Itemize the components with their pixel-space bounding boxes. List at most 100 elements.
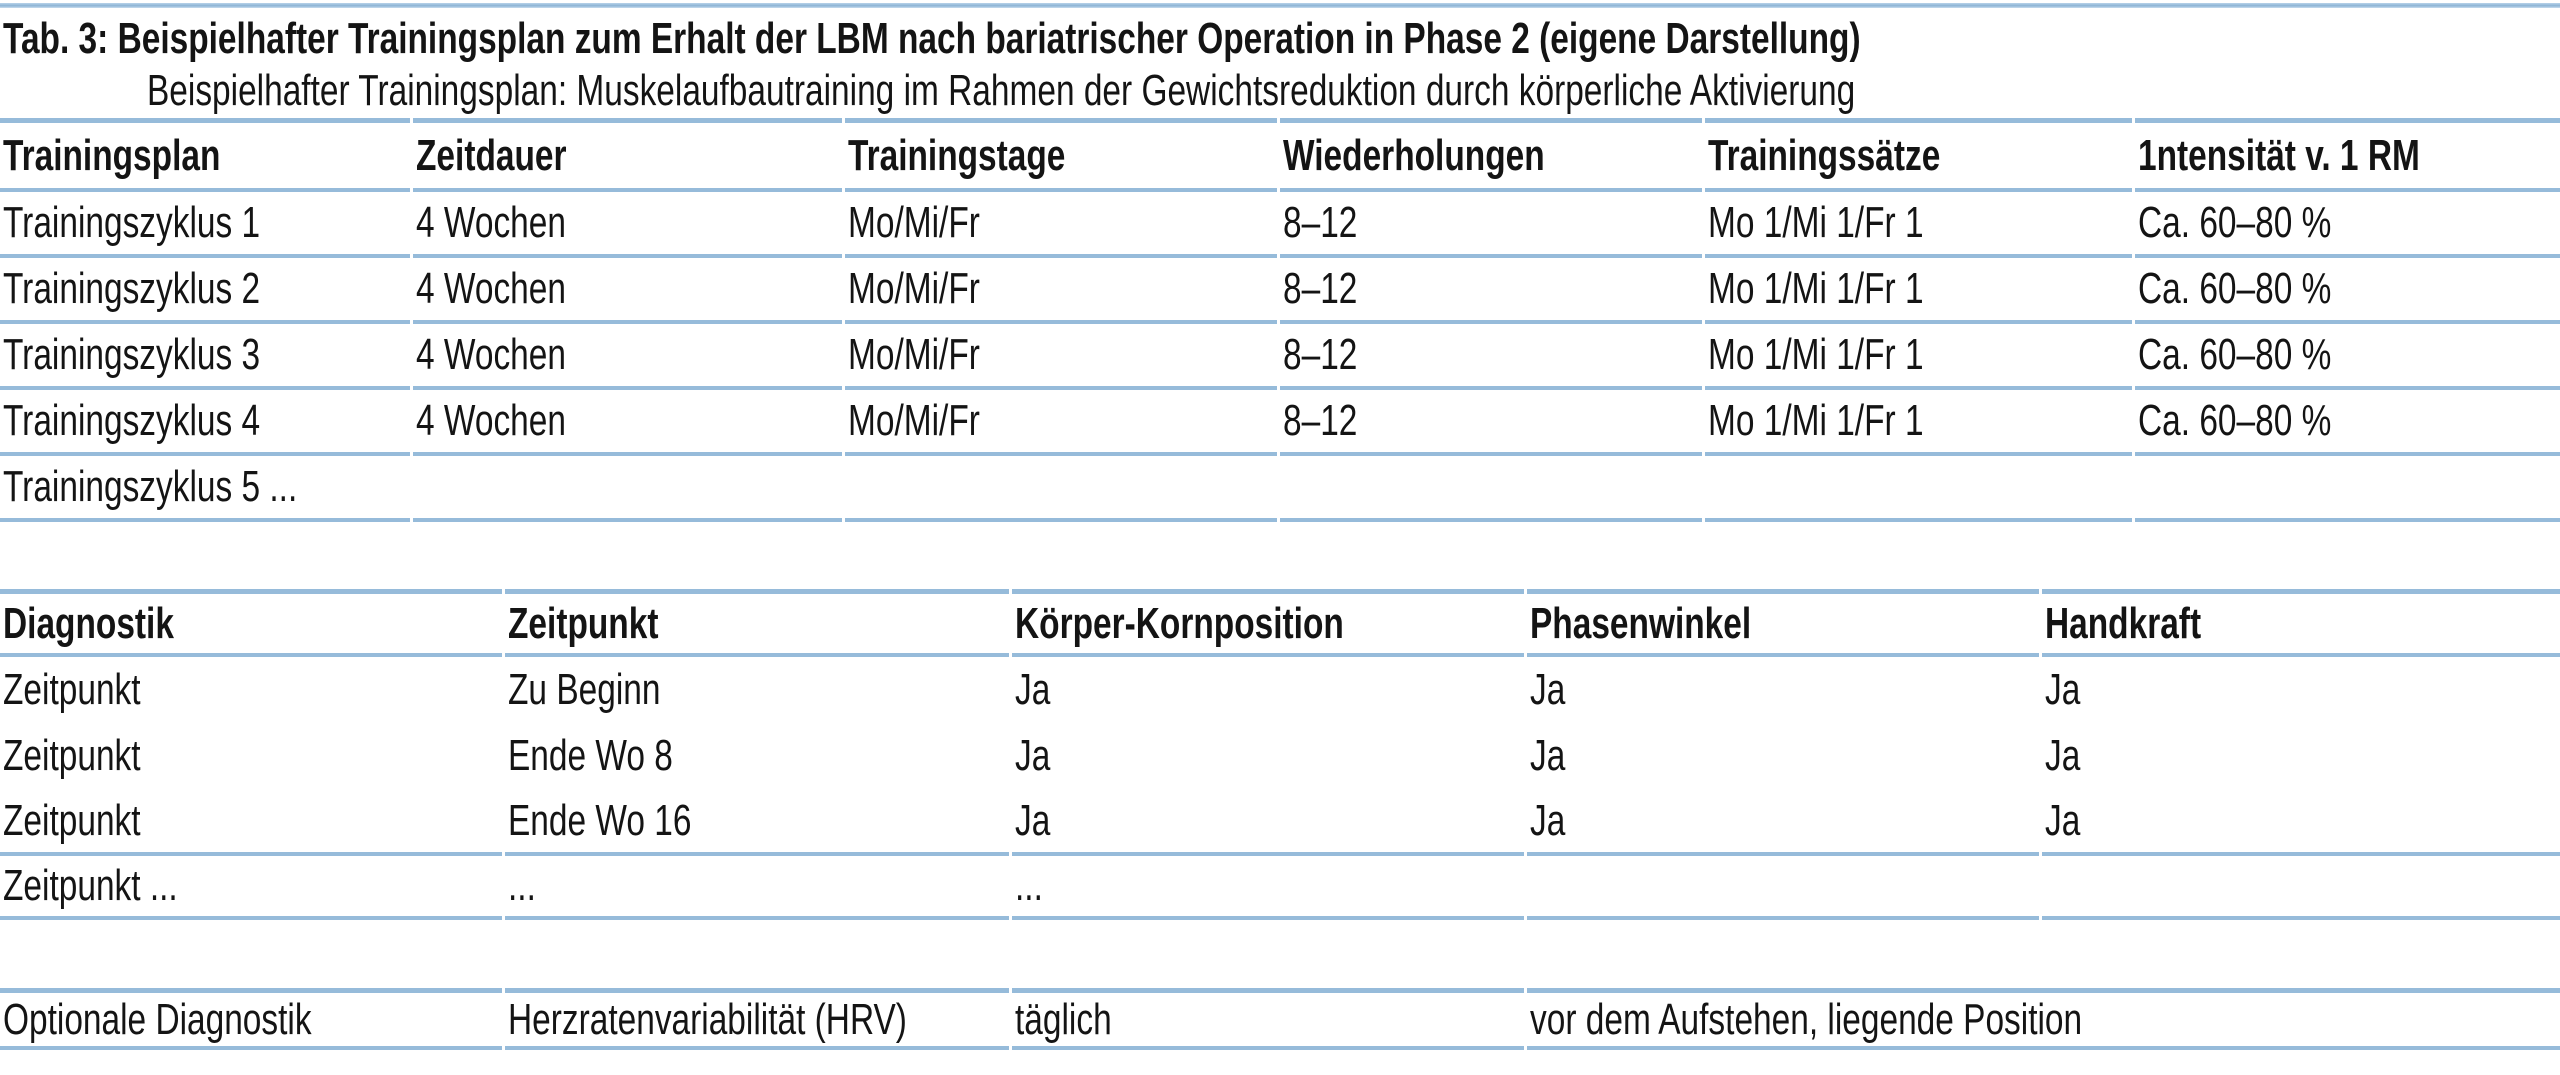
table-cell: Ca. 60–80 % xyxy=(2135,258,2560,324)
table-cell: Mo 1/Mi 1/Fr 1 xyxy=(1705,324,2132,390)
table-cell: Ja xyxy=(2042,723,2560,789)
top-rule xyxy=(0,3,2560,8)
table-cell: 4 Wochen xyxy=(413,192,842,258)
table-cell: 4 Wochen xyxy=(413,390,842,456)
table-cell: Zeitpunkt xyxy=(0,657,502,723)
table-cell: Ja xyxy=(1527,657,2039,723)
header-cell: Zeitpunkt xyxy=(505,589,1009,657)
table-row: Optionale Diagnostik Herzratenvariabilitä… xyxy=(0,988,2560,1050)
table-row: Zeitpunkt Zu Beginn Ja Ja Ja xyxy=(0,657,2560,723)
table-row: Trainingszyklus 3 4 Wochen Mo/Mi/Fr 8–12 Mo … xyxy=(0,324,2560,390)
diagnostik-table: Diagnostik Zeitpunkt Körper-Kornposition Ph… xyxy=(0,589,2560,920)
table-cell: ... xyxy=(1012,856,1524,920)
cell-text: ... xyxy=(1015,861,1043,910)
table-cell: Optionale Diagnostik xyxy=(0,988,502,1050)
cell-text: Trainingszyklus 1 xyxy=(3,198,261,247)
table-cell xyxy=(1280,456,1702,522)
table-cell: Ja xyxy=(1012,657,1524,723)
cell-text: Zeitpunkt xyxy=(3,731,141,780)
table-row: Trainingszyklus 2 4 Wochen Mo/Mi/Fr 8–12 Mo … xyxy=(0,258,2560,324)
table-cell: 8–12 xyxy=(1280,390,1702,456)
cell-text: Mo 1/Mi 1/Fr 1 xyxy=(1708,198,1924,247)
cell-text: Mo/Mi/Fr xyxy=(848,264,980,313)
table-cell: 4 Wochen xyxy=(413,324,842,390)
cell-text: ... xyxy=(508,861,536,910)
table-row: Trainingszyklus 5 ... xyxy=(0,456,2560,522)
cell-text: täglich xyxy=(1015,994,1112,1044)
cell-text: Zeitpunkt xyxy=(3,795,141,845)
cell-text: Ja xyxy=(1015,795,1051,845)
cell-text: Trainingstage xyxy=(848,130,1066,180)
table-cell: Ja xyxy=(1012,723,1524,789)
cell-text: Körper-Kornposition xyxy=(1015,598,1344,648)
table-row: Trainingszyklus 4 4 Wochen Mo/Mi/Fr 8–12 Mo … xyxy=(0,390,2560,456)
cell-text: 4 Wochen xyxy=(416,396,566,445)
cell-text: Mo/Mi/Fr xyxy=(848,330,980,379)
cell-text: Phasenwinkel xyxy=(1530,598,1752,648)
table-row: Trainingszyklus 1 4 Wochen Mo/Mi/Fr 8–12 Mo … xyxy=(0,192,2560,258)
table-cell xyxy=(1705,456,2132,522)
table-cell: 4 Wochen xyxy=(413,258,842,324)
header-cell: Diagnostik xyxy=(0,589,502,657)
cell-text: Mo 1/Mi 1/Fr 1 xyxy=(1708,330,1924,379)
cell-text: 8–12 xyxy=(1283,330,1358,379)
table-cell: Mo/Mi/Fr xyxy=(845,390,1277,456)
table-cell xyxy=(2042,856,2560,920)
cell-text: Ca. 60–80 % xyxy=(2138,264,2332,313)
training-plan-table: Trainingsplan Zeitdauer Trainingstage Wiede… xyxy=(0,118,2560,522)
table-cell: Mo 1/Mi 1/Fr 1 xyxy=(1705,192,2132,258)
table-cell: Trainingszyklus 5 ... xyxy=(0,456,410,522)
table-cell: Ja xyxy=(1012,789,1524,856)
cell-text: Ende Wo 8 xyxy=(508,731,673,780)
cell-text: Ja xyxy=(2045,731,2081,780)
cell-text: Wiederholungen xyxy=(1283,130,1545,180)
table-cell: Trainingszyklus 3 xyxy=(0,324,410,390)
table-header-row: Trainingsplan Zeitdauer Trainingstage Wiede… xyxy=(0,118,2560,192)
table-cell: Zeitpunkt ... xyxy=(0,856,502,920)
cell-text: Mo/Mi/Fr xyxy=(848,396,980,445)
cell-text: Ja xyxy=(2045,665,2081,714)
cell-text: Trainingszyklus 5 ... xyxy=(3,462,298,511)
table-cell: Zu Beginn xyxy=(505,657,1009,723)
table-cell: Ja xyxy=(1527,723,2039,789)
caption-subtitle-text: Beispielhafter Trainingsplan: Muskelaufb… xyxy=(147,66,1856,115)
cell-text: Zeitpunkt ... xyxy=(3,861,178,910)
cell-text: Mo 1/Mi 1/Fr 1 xyxy=(1708,396,1924,445)
table-cell: Ca. 60–80 % xyxy=(2135,324,2560,390)
table-cell: vor dem Aufstehen, liegende Position xyxy=(1527,988,2560,1050)
header-cell: Zeitdauer xyxy=(413,118,842,192)
table-row: Zeitpunkt ......... xyxy=(0,856,2560,920)
table-cell: täglich xyxy=(1012,988,1524,1050)
table-cell: Ja xyxy=(2042,789,2560,856)
cell-text: Trainingszyklus 4 xyxy=(3,396,261,445)
cell-text: Ja xyxy=(1530,665,1566,714)
header-cell: Trainingstage xyxy=(845,118,1277,192)
table-cell: Trainingszyklus 2 xyxy=(0,258,410,324)
table-cell: ... xyxy=(505,856,1009,920)
cell-text: Ca. 60–80 % xyxy=(2138,198,2332,247)
table-cell: Ja xyxy=(1527,789,2039,856)
caption-subtitle: Beispielhafter Trainingsplan: Muskelaufb… xyxy=(0,65,2560,117)
cell-text: Mo 1/Mi 1/Fr 1 xyxy=(1708,264,1924,313)
header-cell: Körper-Kornposition xyxy=(1012,589,1524,657)
table-caption: Tab. 3: Beispielhafter Trainingsplan zum… xyxy=(0,8,2560,118)
cell-text: Ca. 60–80 % xyxy=(2138,330,2332,379)
table-cell: Ca. 60–80 % xyxy=(2135,192,2560,258)
optional-diagnostik-table: Optionale Diagnostik Herzratenvariabilitä… xyxy=(0,988,2560,1050)
header-cell: Wiederholungen xyxy=(1280,118,1702,192)
cell-text: Diagnostik xyxy=(3,598,174,648)
table-cell: Zeitpunkt xyxy=(0,789,502,856)
table-cell: 8–12 xyxy=(1280,324,1702,390)
caption-title: Tab. 3: Beispielhafter Trainingsplan zum… xyxy=(0,13,2560,65)
table-cell: Ende Wo 16 xyxy=(505,789,1009,856)
cell-text: Ende Wo 16 xyxy=(508,795,692,845)
cell-text: Zu Beginn xyxy=(508,665,661,714)
header-cell: Trainingssätze xyxy=(1705,118,2132,192)
cell-text: Trainingsplan xyxy=(3,130,221,180)
table-cell: 8–12 xyxy=(1280,258,1702,324)
cell-text: 8–12 xyxy=(1283,396,1358,445)
header-cell: Handkraft xyxy=(2042,589,2560,657)
cell-text: Optionale Diagnostik xyxy=(3,994,312,1044)
caption-title-text: Tab. 3: Beispielhafter Trainingsplan zum… xyxy=(3,14,1861,63)
table-cell: Ende Wo 8 xyxy=(505,723,1009,789)
